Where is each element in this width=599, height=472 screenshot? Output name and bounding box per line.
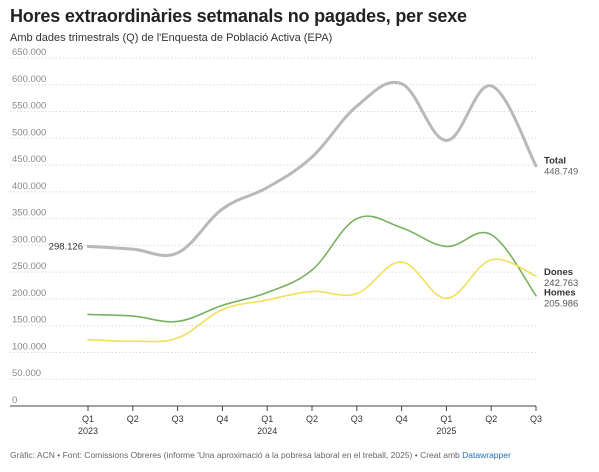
x-tick-label: Q4 — [396, 414, 408, 424]
series-line-total — [86, 80, 538, 258]
x-tick-label: Q2 — [127, 414, 139, 424]
y-tick-label: 0 — [12, 395, 17, 406]
y-tick-label: 150.000 — [12, 315, 46, 326]
y-tick-label: 500.000 — [12, 127, 46, 138]
x-tick-label: Q3 — [530, 414, 542, 424]
x-year-label: 2023 — [78, 426, 98, 436]
x-tick-label: Q3 — [172, 414, 184, 424]
x-year-label: 2024 — [257, 426, 277, 436]
datawrapper-link[interactable]: Datawrapper — [462, 450, 511, 460]
y-tick-label: 300.000 — [12, 234, 46, 245]
x-axis-ticks: Q1 Q2 Q3 Q4 Q1 Q2 Q3 Q4 Q1 Q2 Q3 2023 2024 2025 — [78, 406, 542, 436]
chart-title: Hores extraordinàries setmanals no pagad… — [10, 6, 467, 26]
series-name-total: Total — [544, 156, 566, 167]
y-tick-label: 650.000 — [12, 47, 46, 58]
series-end-value-total: 448.749 — [544, 167, 578, 178]
x-tick-label: Q1 — [82, 414, 94, 424]
y-tick-label: 100.000 — [12, 341, 46, 352]
chart-footer: Gràfic: ACN • Font: Comissions Obreres (… — [10, 450, 511, 460]
y-tick-label: 450.000 — [12, 154, 46, 165]
y-tick-label: 50.000 — [12, 368, 41, 379]
y-tick-label: 200.000 — [12, 288, 46, 299]
x-year-label: 2025 — [436, 426, 456, 436]
series-end-value-dones: 242.763 — [544, 278, 578, 289]
series-line-dones — [87, 258, 537, 343]
series-lines — [86, 80, 538, 343]
gridlines — [10, 57, 536, 407]
series-name-homes: Homes — [544, 288, 576, 299]
chart-subtitle: Amb dades trimestrals (Q) de l'Enquesta … — [10, 32, 333, 44]
x-tick-label: Q2 — [485, 414, 497, 424]
y-tick-label: 350.000 — [12, 208, 46, 219]
source-note: Gràfic: ACN • Font: Comissions Obreres (… — [10, 450, 460, 460]
total-start-label: 298.126 — [49, 241, 83, 252]
series-name-dones: Dones — [544, 267, 573, 278]
y-tick-label: 600.000 — [12, 74, 46, 85]
series-end-value-homes: 205.986 — [544, 299, 578, 310]
y-tick-label: 250.000 — [12, 261, 46, 272]
series-line-homes — [87, 215, 537, 323]
y-tick-label: 550.000 — [12, 101, 46, 112]
x-tick-label: Q3 — [351, 414, 363, 424]
x-tick-label: Q1 — [440, 414, 452, 424]
y-tick-label: 400.000 — [12, 181, 46, 192]
x-tick-label: Q1 — [261, 414, 273, 424]
y-axis-ticks: 0 50.000 100.000 150.000 200.000 250.000 300.0… — [12, 47, 46, 406]
x-tick-label: Q2 — [306, 414, 318, 424]
x-tick-label: Q4 — [216, 414, 228, 424]
